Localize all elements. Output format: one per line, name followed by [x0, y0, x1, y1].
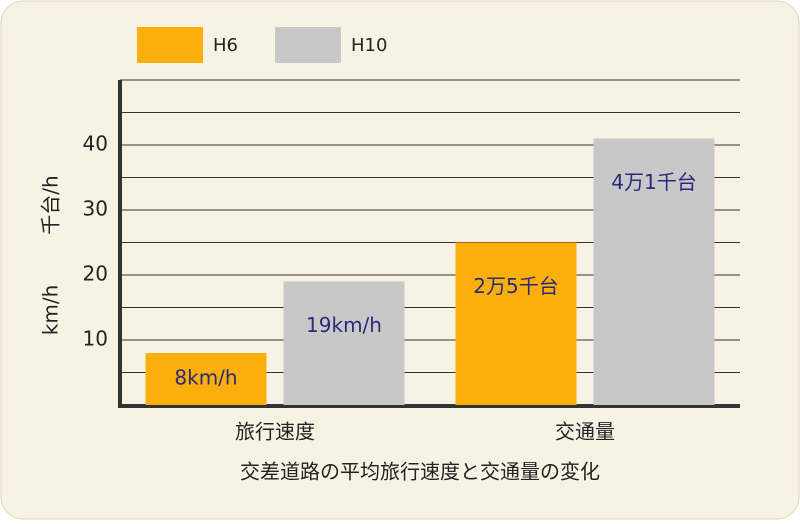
x-axis-title: 交差道路の平均旅行速度と交通量の変化	[240, 460, 600, 484]
y-tick-label: 40	[83, 132, 108, 156]
data-label: 19km/h	[306, 313, 382, 337]
bar	[145, 353, 267, 405]
data-label: 4万1千台	[611, 170, 696, 194]
legend-label: H10	[351, 35, 387, 56]
x-tick-label: 旅行速度	[235, 420, 315, 444]
y-axis-title: km/h	[39, 285, 63, 335]
bar	[593, 138, 715, 405]
bar	[283, 281, 405, 405]
bar	[455, 242, 577, 405]
plot: 10 20 30 40 H6 H10 旅行速度 8km/h 19km/h 交通量 2万5千台 4万1千…	[83, 27, 740, 444]
y-axis-title-2: 千台/h	[39, 175, 63, 234]
y-tick-label: 10	[83, 327, 108, 351]
x-tick-label: 交通量	[555, 420, 615, 444]
legend-swatch	[275, 27, 341, 63]
y-tick-label: 20	[83, 262, 108, 286]
data-label: 8km/h	[174, 366, 237, 390]
legend-label: H6	[213, 35, 238, 56]
y-tick-label: 30	[83, 197, 108, 221]
data-label: 2万5千台	[473, 274, 558, 298]
legend-swatch	[137, 27, 203, 63]
